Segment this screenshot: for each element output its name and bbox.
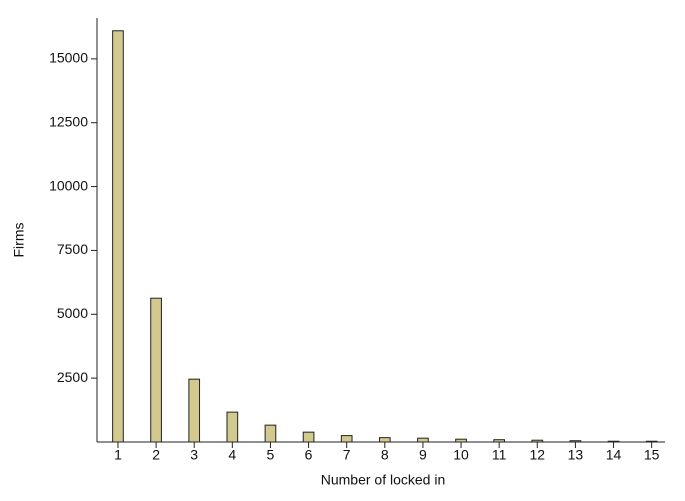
bar <box>645 440 658 443</box>
bar <box>112 30 124 443</box>
bar <box>188 378 201 443</box>
x-tick-label: 2 <box>152 447 160 463</box>
bar <box>493 439 506 443</box>
x-tick-label: 12 <box>530 447 546 463</box>
y-axis-label: Firms <box>11 223 27 258</box>
y-tick-label: 2500 <box>57 369 88 385</box>
x-tick-label: 1 <box>114 447 122 463</box>
bar <box>607 440 620 443</box>
x-tick-label: 9 <box>419 447 427 463</box>
x-tick-label: 3 <box>190 447 198 463</box>
x-tick-label: 7 <box>343 447 351 463</box>
bar <box>531 439 544 443</box>
bar <box>340 435 353 443</box>
y-tick-label: 5000 <box>57 305 88 321</box>
x-tick-label: 11 <box>492 447 507 463</box>
bar <box>302 431 315 443</box>
x-tick-label: 5 <box>267 447 275 463</box>
bar <box>569 440 582 443</box>
x-tick-label: 10 <box>453 447 469 463</box>
bar <box>417 437 429 443</box>
y-tick-label: 7500 <box>57 241 88 257</box>
x-tick-label: 8 <box>381 447 389 463</box>
bar <box>226 411 239 443</box>
bar <box>264 424 277 443</box>
y-tick-label: 12500 <box>49 113 88 129</box>
x-tick-label: 15 <box>644 447 660 463</box>
bar <box>150 297 162 443</box>
x-tick-label: 14 <box>606 447 622 463</box>
y-tick-label: 10000 <box>49 177 88 193</box>
y-tick-label: 15000 <box>49 50 88 66</box>
x-axis-label: Number of locked in <box>321 472 446 488</box>
bar <box>455 438 467 443</box>
x-tick-label: 6 <box>305 447 313 463</box>
x-tick-label: 13 <box>568 447 584 463</box>
x-tick-label: 4 <box>228 447 236 463</box>
bar <box>378 437 391 443</box>
